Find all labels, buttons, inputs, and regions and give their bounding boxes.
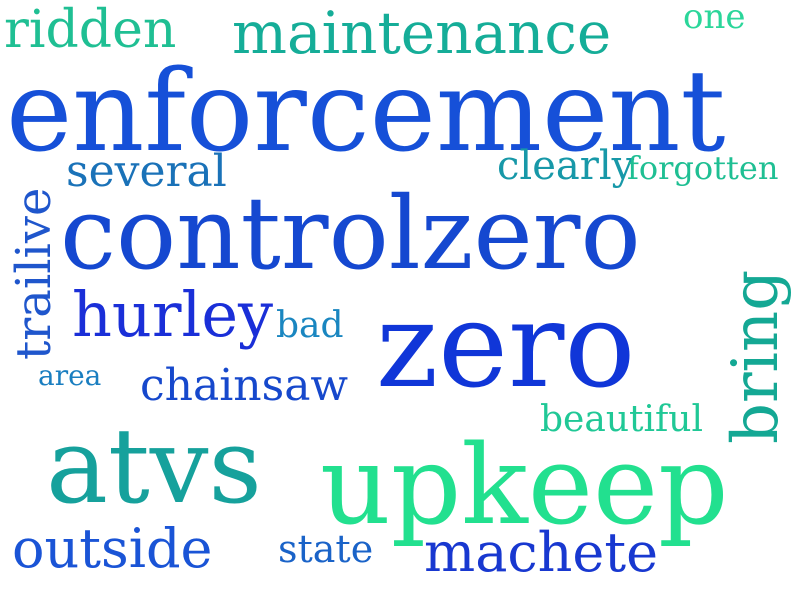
word-one: one [683,0,746,37]
word-controlzero: controlzero [60,175,641,292]
word-chainsaw: chainsaw [140,360,349,411]
word-beautiful: beautiful [540,399,704,440]
word-bad: bad [276,305,344,346]
word-state: state [278,527,374,571]
word-hurley: hurley [72,278,274,351]
word-upkeep: upkeep [320,421,729,549]
word-outside: outside [12,517,213,580]
word-enforcement: enforcement [6,47,726,177]
word-several: several [66,146,227,197]
word-maintenance: maintenance [232,0,612,67]
word-clearly: clearly [497,143,635,189]
word-area: area [38,359,102,392]
word-machete: machete [424,521,659,584]
word-atvs: atvs [46,405,262,527]
word-ridden: ridden [4,0,177,60]
word-bring: bring [719,269,793,444]
word-zero: zero [376,276,636,414]
word-forgotten: forgotten [627,149,779,187]
word-trailive: trailive [6,187,62,360]
